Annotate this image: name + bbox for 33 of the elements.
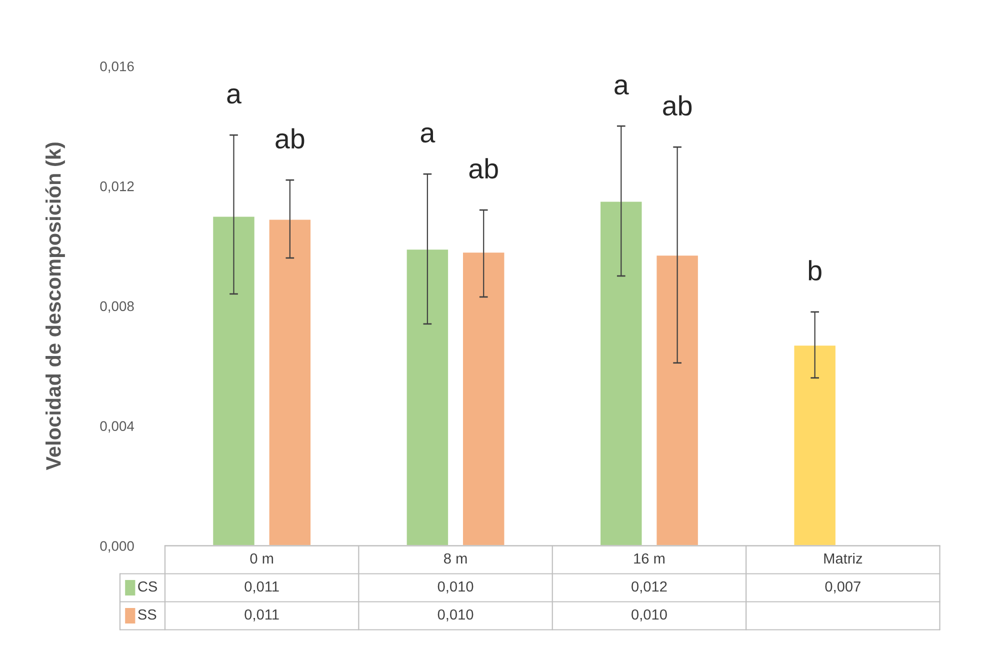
x-tick-label: Matriz bbox=[824, 552, 862, 564]
annotation: ab bbox=[469, 158, 498, 179]
data-label: 0,010 bbox=[438, 609, 474, 622]
bar bbox=[212, 215, 256, 546]
y-tick-label: 0,008 bbox=[100, 301, 134, 313]
annotation: a bbox=[227, 88, 242, 104]
x-tick-label: 16 m bbox=[634, 553, 664, 564]
y-tick-label: 0,016 bbox=[100, 61, 134, 73]
bar bbox=[655, 254, 700, 546]
bar bbox=[599, 200, 644, 546]
legend-label: CS bbox=[138, 581, 157, 592]
x-tick-label: 0 m bbox=[250, 553, 274, 564]
bar bbox=[268, 218, 312, 546]
y-tick-label: 0,004 bbox=[100, 421, 134, 433]
data-label: 0,012 bbox=[632, 581, 667, 594]
annotation: ab bbox=[663, 95, 692, 116]
annotation: a bbox=[420, 127, 436, 143]
legend-label: SS bbox=[138, 609, 156, 620]
y-axis-title: Velocidad de descomposición (k) bbox=[45, 142, 65, 470]
data-label: 0,010 bbox=[438, 581, 474, 594]
data-label: 0,010 bbox=[632, 609, 667, 622]
bar bbox=[405, 248, 450, 546]
annotation: b bbox=[808, 260, 822, 281]
annotation: ab bbox=[276, 128, 304, 149]
y-tick-label: 0,012 bbox=[100, 181, 134, 193]
bar bbox=[462, 251, 506, 546]
annotation: a bbox=[614, 79, 629, 95]
x-tick-label: 8 m bbox=[444, 553, 467, 564]
y-tick-label: 0,000 bbox=[100, 541, 134, 553]
bar bbox=[792, 344, 837, 546]
data-label: 0,011 bbox=[244, 581, 279, 594]
data-label: 0,011 bbox=[244, 609, 279, 622]
data-label: 0,007 bbox=[825, 581, 860, 594]
